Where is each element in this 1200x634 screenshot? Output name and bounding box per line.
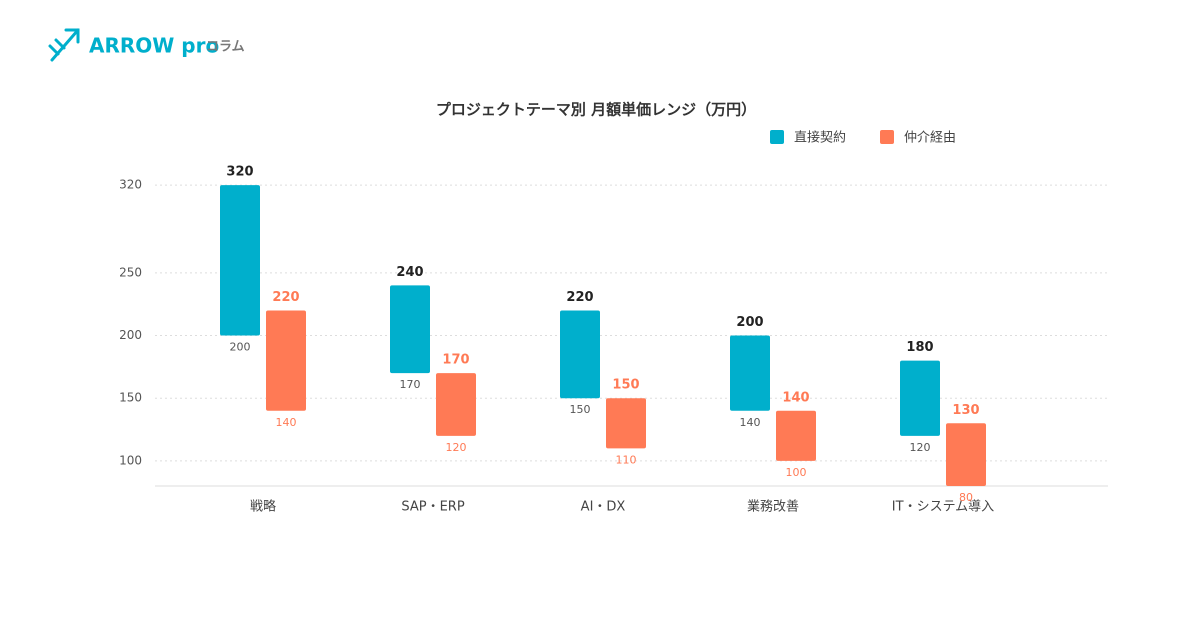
legend-swatch xyxy=(880,130,894,144)
low-label: 110 xyxy=(616,453,637,466)
range-bar xyxy=(436,373,476,436)
y-tick-label: 320 xyxy=(119,178,142,192)
high-label: 180 xyxy=(906,340,933,355)
brand[interactable]: ARROW pro xyxy=(89,34,219,58)
high-label: 240 xyxy=(396,265,423,280)
x-tick-label: AI・DX xyxy=(581,500,626,515)
x-tick-label: SAP・ERP xyxy=(401,500,464,515)
y-tick-label: 150 xyxy=(119,391,142,405)
range-bar xyxy=(220,185,260,336)
range-bar xyxy=(900,360,940,436)
legend-label: 仲介経由 xyxy=(904,131,956,146)
low-label: 120 xyxy=(910,441,931,454)
low-label: 200 xyxy=(230,341,251,354)
low-label: 170 xyxy=(400,378,421,391)
range-bar xyxy=(730,335,770,411)
range-bar xyxy=(776,410,816,461)
high-label: 200 xyxy=(736,315,763,330)
high-label: 170 xyxy=(442,353,469,368)
low-label: 80 xyxy=(959,491,973,504)
range-bar xyxy=(606,398,646,449)
x-tick-label: 業務改善 xyxy=(747,499,799,515)
logo-icon xyxy=(48,28,80,62)
low-label: 100 xyxy=(786,466,807,479)
y-tick-label: 100 xyxy=(119,453,142,467)
legend-label: 直接契約 xyxy=(794,130,846,146)
high-label: 130 xyxy=(952,403,979,418)
section[interactable]: コラム xyxy=(206,40,245,55)
legend-swatch xyxy=(770,130,784,144)
chart-title: プロジェクトテーマ別 月額単価レンジ（万円） xyxy=(436,101,756,119)
y-tick-label: 250 xyxy=(119,265,142,279)
low-label: 150 xyxy=(570,403,591,416)
high-label: 220 xyxy=(566,290,593,305)
y-tick-label: 200 xyxy=(119,328,142,342)
high-label: 140 xyxy=(782,390,809,405)
x-tick-label: 戦略 xyxy=(250,499,276,515)
x-tick-label: IT・システム導入 xyxy=(892,500,994,515)
range-bar xyxy=(390,285,430,374)
range-bar xyxy=(946,423,986,486)
low-label: 140 xyxy=(276,416,297,429)
high-label: 150 xyxy=(612,378,639,393)
range-bar xyxy=(266,310,306,411)
high-label: 320 xyxy=(226,165,253,180)
low-label: 120 xyxy=(446,441,467,454)
high-label: 220 xyxy=(272,290,299,305)
range-bar xyxy=(560,310,600,399)
low-label: 140 xyxy=(740,416,761,429)
